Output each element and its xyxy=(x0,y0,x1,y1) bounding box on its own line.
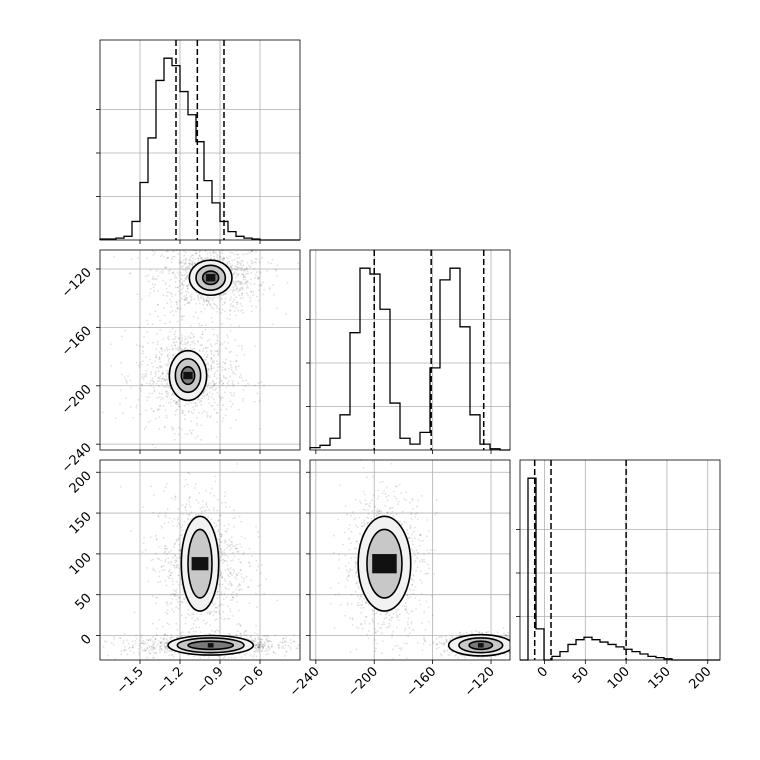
y-tick-label: 50 xyxy=(73,591,95,613)
panel-frame xyxy=(309,459,511,661)
histogram-panel xyxy=(516,459,721,664)
density-core xyxy=(207,643,214,648)
x-tick-label: 200 xyxy=(686,664,714,692)
density-core xyxy=(372,554,397,574)
y-tick-label: 150 xyxy=(67,509,95,537)
y-tick-label: 100 xyxy=(67,550,95,578)
density-core xyxy=(205,274,216,282)
density-panel xyxy=(306,459,511,664)
density-core xyxy=(477,643,484,648)
contour-line xyxy=(187,640,235,651)
x-tick-label: −0.9 xyxy=(194,664,227,697)
histogram-panel xyxy=(96,39,301,244)
contour-line xyxy=(188,259,233,297)
contour-line xyxy=(168,349,208,402)
contour-line xyxy=(195,264,227,291)
contour-line xyxy=(167,634,255,656)
contour-line xyxy=(447,633,510,657)
y-tick-label: −200 xyxy=(59,382,95,418)
panel-frame xyxy=(99,39,301,241)
contour-line xyxy=(468,640,494,651)
density-core xyxy=(191,557,209,571)
contour-line xyxy=(180,515,220,612)
panel-frame xyxy=(99,249,301,451)
panel-frame xyxy=(99,459,301,661)
contour-line xyxy=(174,357,202,394)
x-tick-label: 0 xyxy=(535,664,551,680)
x-tick-label: −160 xyxy=(404,664,440,700)
scatter-points xyxy=(102,250,300,449)
x-tick-label: −1.5 xyxy=(114,664,147,697)
x-tick-label: −120 xyxy=(462,664,498,700)
panel-frame xyxy=(309,249,511,451)
density-panel xyxy=(96,459,301,664)
histogram-step xyxy=(309,267,510,451)
x-tick-label: 100 xyxy=(605,664,633,692)
panel-frame xyxy=(519,459,721,661)
x-tick-label: 50 xyxy=(570,664,592,686)
x-tick-label: −240 xyxy=(287,664,323,700)
y-tick-label: −160 xyxy=(59,324,95,360)
contour-line xyxy=(187,528,213,599)
histogram-panel xyxy=(306,249,511,454)
density-panel xyxy=(96,249,301,454)
y-tick-label: 0 xyxy=(78,632,94,648)
x-tick-label: −0.6 xyxy=(234,664,267,697)
contour-line xyxy=(201,270,220,286)
contour-line xyxy=(366,528,403,599)
y-tick-label: −240 xyxy=(59,440,95,476)
x-tick-label: −1.2 xyxy=(154,664,187,697)
density-core xyxy=(183,371,193,380)
y-tick-label: −120 xyxy=(59,265,95,301)
histogram-step xyxy=(99,57,300,241)
contour-line xyxy=(458,637,504,654)
histogram-step xyxy=(520,477,720,661)
contour-line xyxy=(176,637,245,654)
contour-line xyxy=(180,365,196,386)
x-tick-label: 150 xyxy=(646,664,674,692)
x-tick-label: −200 xyxy=(345,664,381,700)
contour-line xyxy=(357,515,412,612)
